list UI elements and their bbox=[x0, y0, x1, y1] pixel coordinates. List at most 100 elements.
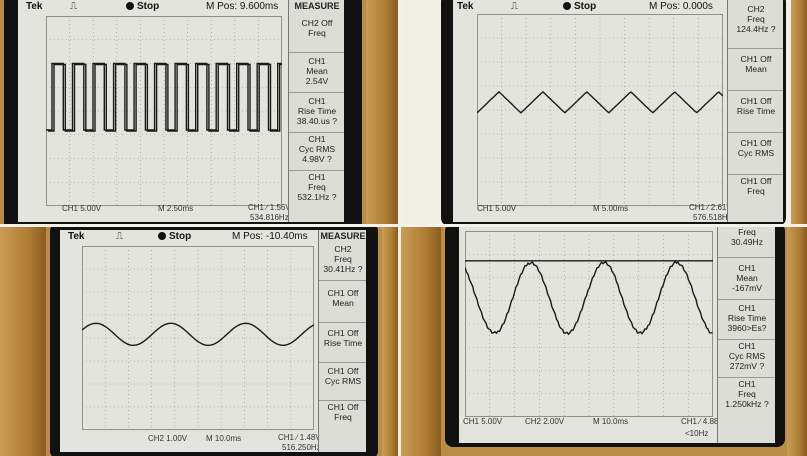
measure-channel: CH1 Off bbox=[327, 288, 359, 298]
measure-channel: CH2 bbox=[747, 4, 765, 14]
measure-slot-1[interactable]: Freq 30.49Hz bbox=[718, 227, 775, 258]
scope-screen: Tek ⎍ Stop M Pos: 9.600ms CH1 5.00V M 2.… bbox=[18, 0, 344, 222]
run-state-label: Stop bbox=[574, 1, 597, 12]
measure-slot-2[interactable]: CH1 Off Mean bbox=[319, 288, 366, 323]
measure-slot-5[interactable]: CH1 Off Freq bbox=[319, 402, 366, 436]
run-state: Stop bbox=[563, 1, 596, 12]
trigger-freq: 576.518Hz bbox=[693, 213, 732, 222]
measure-slot-2[interactable]: CH1 Off Mean bbox=[728, 54, 783, 91]
wood-edge bbox=[366, 0, 398, 224]
measure-type: Freq bbox=[747, 186, 765, 196]
graticule bbox=[477, 14, 723, 206]
measure-type: Freq bbox=[738, 227, 756, 237]
timebase: M 2.50ms bbox=[158, 204, 194, 213]
measure-slot-3[interactable]: CH1 Off Rise Time bbox=[728, 96, 783, 133]
measure-type: Mean bbox=[745, 64, 767, 74]
measure-slot-1[interactable]: CH2 Freq 124.4Hz ? bbox=[728, 4, 783, 49]
waveform-plot bbox=[46, 16, 282, 206]
trigger-level: CH1 ∕ 2.61V bbox=[689, 203, 732, 212]
measure-channel: CH1 bbox=[738, 341, 756, 351]
m-pos-readout: M Pos: 0.000s bbox=[649, 1, 713, 12]
noisy-sine-trace bbox=[465, 260, 713, 336]
sine-wave-trace bbox=[82, 322, 314, 347]
measure-slot-3[interactable]: CH1 Rise Time 3960>Es? bbox=[718, 303, 775, 340]
trigger-freq: 516.250Hz bbox=[282, 443, 321, 452]
measure-channel: CH1 bbox=[308, 172, 326, 182]
graticule bbox=[82, 246, 314, 430]
ch-scale: CH1 5.00V bbox=[62, 204, 102, 213]
measure-slot-2[interactable]: CH1 Mean -167mV bbox=[718, 263, 775, 300]
measure-slot-2[interactable]: CH1 Mean 2.54V bbox=[289, 56, 344, 93]
measure-slot-4[interactable]: CH1 Cyc RMS 4.98V ? bbox=[289, 134, 344, 171]
measure-channel: CH1 Off bbox=[740, 54, 772, 64]
scope-screen: CH1 5.00V CH2 2.00V M 10.0ms CH1 ∕ 4.88V… bbox=[459, 227, 775, 443]
wood-edge bbox=[0, 227, 46, 456]
measure-slot-1[interactable]: CH2 Freq 30.41Hz ? bbox=[319, 244, 366, 281]
measure-channel: CH1 bbox=[308, 96, 326, 106]
measure-channel: CH1 Off bbox=[740, 176, 772, 186]
measure-value: 532.1Hz ? bbox=[297, 192, 337, 202]
channel-settings-bar: CH2 1.00V M 10.0ms CH1 ∕ 1.48V 516.250Hz bbox=[60, 432, 366, 452]
scope-screen: Tek ⎍ Stop M Pos: 0.000s CH1 5.00V M 5.0… bbox=[453, 0, 783, 222]
measure-type: Cyc RMS bbox=[324, 376, 362, 386]
trigger-level: CH1 ∕ 1.56V bbox=[248, 203, 291, 212]
measure-slot-3[interactable]: CH1 Off Rise Time bbox=[319, 328, 366, 363]
waveform-plot bbox=[465, 231, 713, 417]
measure-slot-4[interactable]: CH1 Off Cyc RMS bbox=[319, 366, 366, 401]
status-bar: Tek ⎍ Stop M Pos: -10.40ms bbox=[60, 230, 366, 246]
timebase: M 10.0ms bbox=[206, 434, 242, 443]
measure-slot-3[interactable]: CH1 Rise Time 38.40.us ? bbox=[289, 96, 344, 133]
m-pos-readout: M Pos: 9.600ms bbox=[206, 1, 279, 12]
measure-channel: CH1 bbox=[738, 263, 756, 273]
measure-type: Cyc RMS bbox=[728, 351, 766, 361]
measure-channel: CH2 bbox=[334, 244, 352, 254]
measure-value: 38.40.us ? bbox=[296, 116, 338, 126]
stop-icon bbox=[158, 232, 166, 240]
channel-settings-bar: CH1 5.00V CH2 2.00V M 10.0ms CH1 ∕ 4.88V… bbox=[459, 415, 775, 443]
status-bar: Tek ⎍ Stop M Pos: 0.000s bbox=[453, 0, 783, 16]
measure-channel: CH1 Off bbox=[740, 96, 772, 106]
measure-menu: MEASURE CH2 Freq 30.41Hz ? CH1 Off Mean CH1… bbox=[318, 230, 366, 452]
trigger-freq: <10Hz bbox=[685, 429, 709, 438]
timebase: M 5.00ms bbox=[593, 204, 629, 213]
trigger-icon: ⎍ bbox=[70, 1, 77, 12]
measure-value: 4.98V ? bbox=[302, 154, 332, 164]
measure-type: Mean bbox=[332, 298, 354, 308]
measure-slot-5[interactable]: CH1 Freq 1.250kHz ? bbox=[718, 379, 775, 417]
wood-edge bbox=[401, 227, 441, 456]
measure-channel: CH1 Off bbox=[327, 402, 359, 412]
m-pos-readout: M Pos: -10.40ms bbox=[232, 231, 308, 242]
panel-top-right: Tek ⎍ Stop M Pos: 0.000s CH1 5.00V M 5.0… bbox=[401, 0, 807, 224]
trigger-icon: ⎍ bbox=[116, 231, 123, 242]
measure-slot-4[interactable]: CH1 Cyc RMS 272mV ? bbox=[718, 341, 775, 378]
measure-type: Mean bbox=[736, 273, 758, 283]
waveform-plot bbox=[477, 14, 723, 206]
measure-menu: MEASURE CH2 Off Freq CH1 Mean 2.54V CH1 Rise… bbox=[288, 0, 344, 222]
measure-type: Rise Time bbox=[297, 106, 337, 116]
measure-value: -167mV bbox=[731, 283, 763, 293]
wood-edge bbox=[787, 227, 807, 456]
measure-type: Freq bbox=[738, 389, 756, 399]
wood-edge bbox=[791, 0, 807, 224]
measure-slot-1[interactable]: CH2 Off Freq bbox=[289, 18, 344, 53]
ch-scale: CH2 1.00V bbox=[148, 434, 188, 443]
measure-value: 2.54V bbox=[305, 76, 329, 86]
trigger-icon: ⎍ bbox=[511, 1, 518, 12]
measure-slot-5[interactable]: CH1 Freq 532.1Hz ? bbox=[289, 172, 344, 208]
measure-type: Cyc RMS bbox=[737, 148, 775, 158]
status-bar: Tek ⎍ Stop M Pos: 9.600ms bbox=[18, 0, 344, 16]
measure-type: Freq bbox=[334, 412, 352, 422]
graticule bbox=[465, 231, 713, 417]
measure-channel: CH1 Off bbox=[740, 138, 772, 148]
square-wave-trace bbox=[48, 63, 282, 132]
brand-label: Tek bbox=[457, 1, 474, 12]
measure-value: 3960>Es? bbox=[727, 323, 767, 333]
measure-slot-4[interactable]: CH1 Off Cyc RMS bbox=[728, 138, 783, 175]
scope-screen: Tek ⎍ Stop M Pos: -10.40ms CH2 1.00V M 1… bbox=[60, 230, 366, 452]
measure-title: MEASURE bbox=[320, 231, 366, 241]
measure-value: 124.4Hz ? bbox=[736, 24, 776, 34]
measure-value: 272mV ? bbox=[729, 361, 765, 371]
measure-value: 30.41Hz ? bbox=[323, 264, 363, 274]
stop-icon bbox=[563, 2, 571, 10]
measure-slot-5[interactable]: CH1 Off Freq bbox=[728, 176, 783, 212]
